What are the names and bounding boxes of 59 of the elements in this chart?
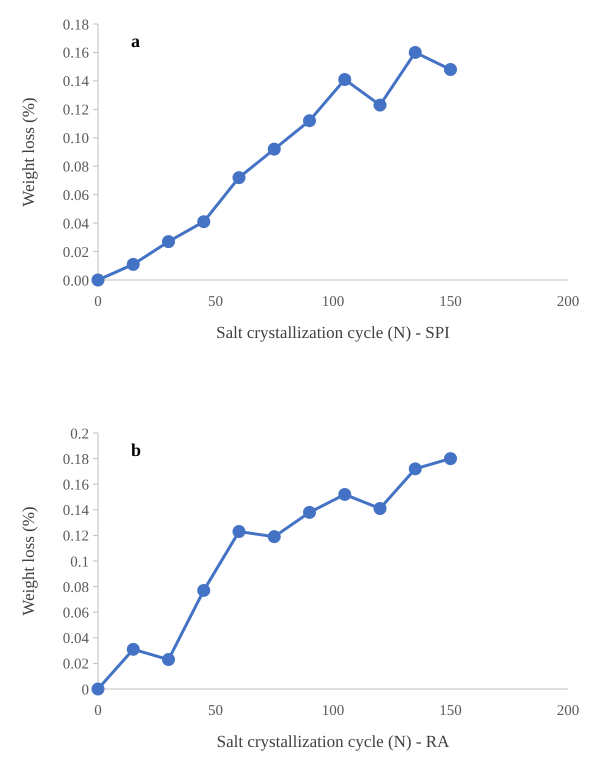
y-tick-label: 0.1	[70, 554, 89, 570]
point	[268, 530, 281, 544]
point	[408, 46, 422, 59]
point	[338, 488, 352, 501]
annotation: a	[131, 31, 140, 51]
point	[162, 235, 175, 248]
x-tick-label: 50	[208, 703, 223, 719]
point	[338, 72, 352, 86]
y-tick-label: 0.16	[62, 477, 90, 494]
point	[444, 452, 457, 466]
point	[374, 98, 386, 112]
y-tick-label: 0.14	[62, 74, 90, 90]
y-tick-label: 0.04	[62, 216, 90, 232]
point	[374, 502, 386, 516]
point	[303, 506, 316, 519]
y-tick-label: 0.08	[62, 159, 89, 176]
y-tick-label: 0.2	[70, 426, 89, 442]
point	[126, 642, 140, 656]
x-tick-label: 0	[94, 703, 102, 719]
x-tick-label: 100	[322, 294, 344, 310]
point	[197, 215, 210, 228]
x-tick-label: 0	[94, 294, 102, 310]
y-tick-label: 0.02	[62, 244, 89, 261]
y-tick-label: 0.18	[62, 452, 89, 468]
x-tick-label: 50	[208, 294, 223, 310]
point	[162, 653, 175, 666]
y-tick-label: 0.12	[62, 102, 89, 119]
point	[303, 114, 316, 128]
point	[92, 274, 104, 286]
y-axis-title: Weight loss (%)	[19, 506, 38, 616]
annotation: b	[131, 440, 142, 460]
y-tick-label: 0	[82, 682, 89, 698]
point	[232, 171, 246, 184]
x-tick-label: 200	[556, 294, 580, 310]
y-tick-label: 0.06	[62, 188, 90, 204]
x-tick-label: 200	[556, 703, 580, 719]
y-tick-label: 0.14	[62, 503, 90, 520]
x-axis-title: Salt crystallization cycle (N) - RA	[216, 732, 450, 751]
x-tick-label: 100	[322, 703, 344, 719]
point	[197, 584, 210, 597]
y-tick-label: 0.16	[62, 46, 90, 62]
y-tick-label: 0.00	[62, 273, 89, 290]
x-tick-label: 150	[439, 294, 462, 310]
point	[92, 682, 104, 696]
y-tick-label: 0.02	[62, 656, 89, 673]
point	[408, 462, 422, 476]
point	[232, 525, 246, 538]
y-tick-label: 0.10	[62, 131, 89, 148]
y-tick-label: 0.06	[62, 605, 90, 622]
y-axis-title: Weight loss (%)	[19, 97, 38, 207]
point	[444, 63, 457, 76]
x-tick-label: 150	[439, 703, 462, 719]
y-tick-label: 0.12	[62, 528, 89, 545]
y-tick-label: 0.18	[62, 17, 89, 34]
point	[268, 142, 281, 156]
point	[126, 258, 140, 271]
y-tick-label: 0.08	[62, 580, 89, 596]
y-tick-label: 0.04	[62, 631, 90, 648]
x-axis-title: Salt crystallization cycle (N) - SPI	[216, 323, 450, 342]
